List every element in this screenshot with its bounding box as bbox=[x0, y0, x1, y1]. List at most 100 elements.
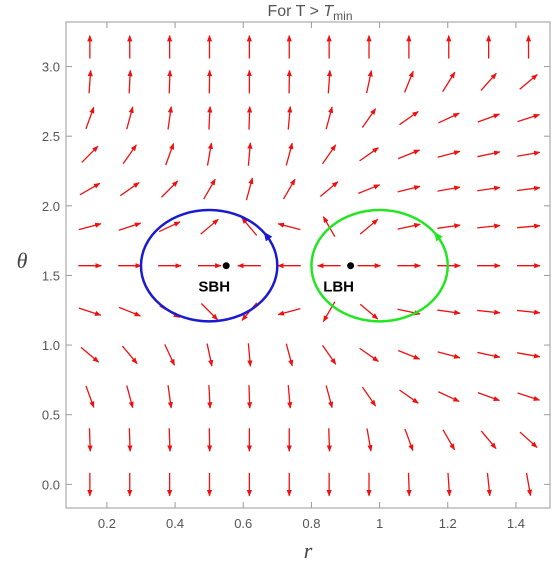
point-label: LBH bbox=[323, 279, 354, 296]
field-arrow bbox=[438, 391, 460, 403]
field-arrow bbox=[165, 142, 175, 166]
field-arrow bbox=[322, 144, 337, 165]
field-arrow bbox=[127, 428, 133, 452]
y-tick-label: 2.5 bbox=[42, 129, 60, 144]
field-arrow bbox=[122, 144, 137, 165]
chart-title: For T > Tmin bbox=[268, 3, 353, 23]
field-arrow bbox=[85, 106, 95, 130]
field-arrow bbox=[246, 385, 253, 409]
field-arrow bbox=[480, 72, 497, 91]
y-tick-label: 1.5 bbox=[42, 268, 60, 283]
field-arrow bbox=[517, 352, 541, 359]
field-arrow bbox=[118, 306, 142, 317]
field-arrow bbox=[477, 185, 501, 192]
field-arrow bbox=[206, 142, 214, 166]
title-text: For T > bbox=[268, 3, 324, 20]
field-arrow bbox=[126, 385, 134, 409]
x-tick-label: 1.4 bbox=[507, 516, 525, 531]
field-arrow bbox=[87, 69, 93, 94]
field-arrow bbox=[285, 142, 294, 166]
field-arrow bbox=[167, 69, 173, 94]
field-arrow bbox=[477, 351, 501, 359]
field-arrow bbox=[519, 73, 538, 90]
contour-direction bbox=[263, 231, 273, 242]
y-axis-label: θ bbox=[17, 248, 28, 273]
field-arrow bbox=[285, 343, 294, 367]
field-arrow bbox=[399, 389, 419, 404]
y-tick-label: 0.0 bbox=[42, 477, 60, 492]
point-label: SBH bbox=[198, 279, 230, 296]
field-arrow bbox=[437, 309, 461, 316]
field-arrow bbox=[406, 472, 412, 497]
x-axis-label: r bbox=[304, 538, 313, 563]
field-arrow bbox=[167, 385, 173, 409]
field-arrow bbox=[200, 303, 219, 321]
field-arrow bbox=[437, 150, 461, 158]
field-arrow bbox=[480, 430, 497, 450]
field-arrow bbox=[437, 351, 461, 359]
field-arrow bbox=[403, 70, 414, 93]
x-tick-label: 1 bbox=[376, 516, 383, 531]
field-arrow bbox=[118, 222, 142, 231]
field-arrow bbox=[397, 185, 421, 193]
y-tick-label: 0.5 bbox=[42, 408, 60, 423]
field-arrow bbox=[277, 308, 301, 316]
field-arrow bbox=[442, 71, 456, 92]
field-arrow bbox=[207, 105, 213, 130]
y-tick-label: 1.0 bbox=[42, 338, 60, 353]
field-arrow bbox=[359, 218, 379, 235]
field-arrow bbox=[164, 344, 176, 366]
field-arrow bbox=[366, 428, 373, 452]
title-var: T bbox=[323, 3, 334, 20]
field-arrow bbox=[397, 349, 421, 360]
x-tick-label: 1.2 bbox=[439, 516, 457, 531]
field-arrow bbox=[119, 181, 140, 197]
field-arrow bbox=[206, 343, 214, 367]
field-arrow bbox=[477, 392, 501, 402]
field-arrow bbox=[246, 105, 253, 130]
field-arrow bbox=[477, 223, 501, 229]
field-arrow bbox=[517, 185, 541, 192]
field-arrow bbox=[207, 385, 213, 409]
field-arrow bbox=[167, 106, 173, 130]
field-arrow bbox=[517, 223, 541, 229]
field-arrow bbox=[437, 185, 461, 192]
field-arrow bbox=[158, 221, 181, 233]
plot-frame bbox=[65, 21, 551, 509]
field-arrow bbox=[477, 309, 501, 315]
x-tick-label: 0.4 bbox=[166, 516, 184, 531]
field-arrow bbox=[326, 69, 333, 94]
point bbox=[347, 262, 355, 270]
field-arrow bbox=[80, 346, 100, 363]
field-arrow bbox=[399, 110, 419, 126]
field-arrow bbox=[442, 429, 456, 451]
field-arrow bbox=[161, 180, 179, 198]
field-arrow bbox=[359, 303, 379, 320]
field-arrow bbox=[78, 222, 102, 231]
field-arrow bbox=[358, 184, 381, 195]
field-arrow bbox=[287, 385, 293, 409]
field-arrow bbox=[167, 428, 173, 452]
field-arrow bbox=[127, 69, 133, 94]
field-arrow bbox=[245, 177, 254, 201]
field-arrow bbox=[438, 112, 460, 124]
x-tick-label: 0.8 bbox=[302, 516, 320, 531]
field-arrow bbox=[361, 108, 377, 128]
y-tick-label: 2.0 bbox=[42, 199, 60, 214]
field-arrow bbox=[247, 142, 253, 166]
field-arrow bbox=[126, 106, 134, 130]
contour-circle bbox=[310, 208, 449, 323]
field-arrow bbox=[517, 309, 541, 315]
field-arrow bbox=[477, 150, 501, 158]
field-arrow bbox=[78, 307, 102, 316]
field-arrow bbox=[486, 472, 492, 497]
contour-circle bbox=[139, 208, 279, 323]
field-arrow bbox=[365, 69, 373, 94]
field-arrow bbox=[319, 181, 339, 197]
field-arrow bbox=[277, 222, 301, 231]
field-arrow bbox=[397, 149, 421, 160]
field-arrow bbox=[325, 106, 334, 130]
field-arrow bbox=[287, 105, 293, 130]
